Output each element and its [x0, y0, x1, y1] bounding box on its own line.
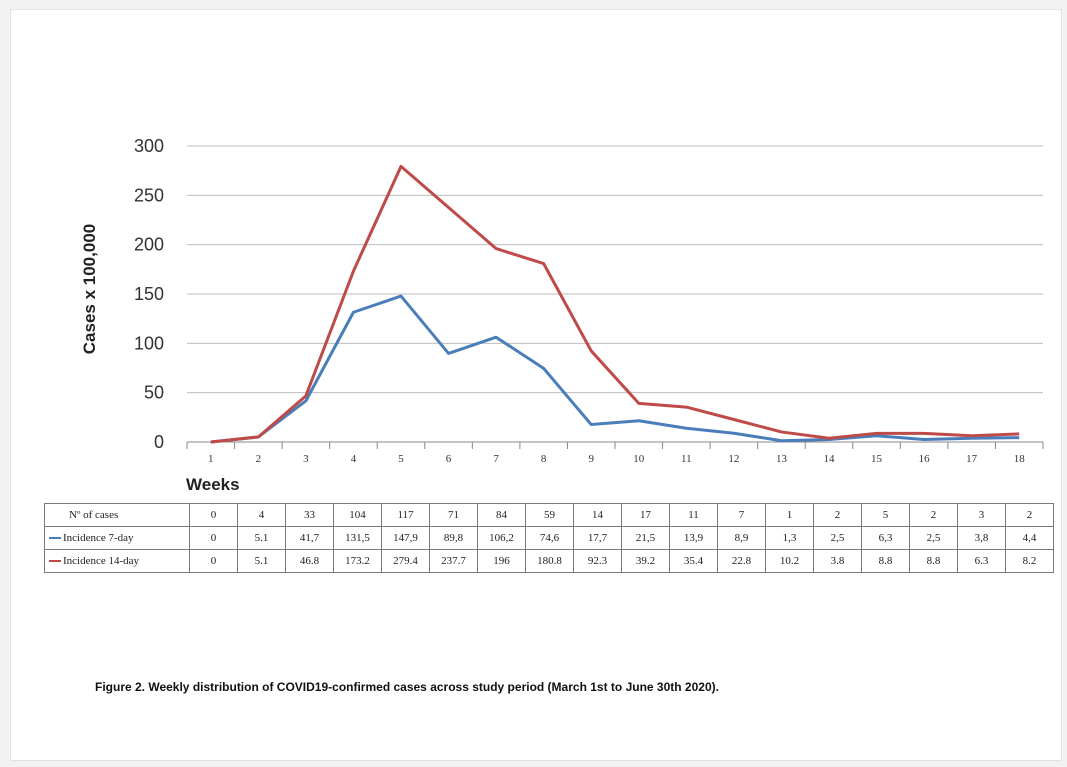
x-tick-label: 10 — [633, 453, 645, 465]
table-cell: 89,8 — [429, 526, 478, 550]
table-cell: 180.8 — [525, 549, 574, 573]
row-label-text: Incidence 14-day — [63, 555, 140, 567]
y-axis-label: Cases x 100,000 — [80, 224, 99, 354]
table-cell: 8.2 — [1005, 549, 1054, 573]
legend-swatch — [49, 537, 61, 540]
table-cell: 1,3 — [765, 526, 814, 550]
row-label: Nº of cases — [44, 503, 190, 527]
table-cell: 17 — [621, 503, 670, 527]
table-cell: 0 — [189, 526, 238, 550]
series-line-incidence-7-day — [210, 294, 1020, 444]
x-tick-label: 1 — [208, 453, 214, 465]
series-line-incidence-14-day — [210, 164, 1020, 444]
y-tick-label: 0 — [154, 432, 164, 452]
table-cell: 237.7 — [429, 549, 478, 573]
figure-caption: Figure 2. Weekly distribution of COVID19… — [95, 680, 719, 694]
table-cell: 279.4 — [381, 549, 430, 573]
y-tick-label: 50 — [144, 383, 164, 403]
table-cell: 41,7 — [285, 526, 334, 550]
table-cell: 46.8 — [285, 549, 334, 573]
row-label-text: Nº of cases — [69, 509, 119, 521]
table-cell: 39.2 — [621, 549, 670, 573]
table-cell: 196 — [477, 549, 526, 573]
y-tick-label: 100 — [134, 333, 164, 353]
table-cell: 2 — [1005, 503, 1054, 527]
table-cell: 1 — [765, 503, 814, 527]
table-cell: 6.3 — [957, 549, 1006, 573]
table-cell: 84 — [477, 503, 526, 527]
table-cell: 11 — [669, 503, 718, 527]
table-cell: 17,7 — [573, 526, 622, 550]
x-axis-label: Weeks — [186, 475, 240, 494]
table-cell: 5.1 — [237, 526, 286, 550]
x-tick-label: 5 — [398, 453, 404, 465]
table-cell: 59 — [525, 503, 574, 527]
legend-swatch — [49, 560, 61, 563]
y-tick-label: 200 — [134, 235, 164, 255]
table-cell: 0 — [189, 503, 238, 527]
table-cell: 35.4 — [669, 549, 718, 573]
table-cell: 131,5 — [333, 526, 382, 550]
table-cell: 21,5 — [621, 526, 670, 550]
x-tick-label: 3 — [303, 453, 309, 465]
table-cell: 2,5 — [813, 526, 862, 550]
table-cell: 0 — [189, 549, 238, 573]
table-cell: 71 — [429, 503, 478, 527]
table-cell: 4,4 — [1005, 526, 1054, 550]
x-tick-label: 18 — [1014, 453, 1026, 465]
table-cell: 13,9 — [669, 526, 718, 550]
table-cell: 8,9 — [717, 526, 766, 550]
x-tick-label: 8 — [541, 453, 547, 465]
table-cell: 5 — [861, 503, 910, 527]
table-cell: 8.8 — [909, 549, 958, 573]
x-tick-label: 15 — [871, 453, 883, 465]
x-tick-label: 6 — [446, 453, 452, 465]
y-tick-label: 300 — [134, 136, 164, 156]
table-cell: 106,2 — [477, 526, 526, 550]
x-tick-label: 7 — [493, 453, 499, 465]
table-cell: 4 — [237, 503, 286, 527]
data-table: Nº of cases 0 4 33 104 117 71 84 59 14 17 11 7 1 2 5 2 3 2… — [44, 503, 1054, 573]
table-cell: 14 — [573, 503, 622, 527]
table-cell: 2 — [909, 503, 958, 527]
table-row: Incidence 14-day 0 5.1 46.8 173.2 279.4 237.7 1… — [44, 549, 1054, 573]
x-tick-label: 11 — [681, 453, 692, 465]
figure-sheet — [10, 9, 1062, 761]
table-row: Incidence 7-day 0 5.1 41,7 131,5 147,9 89,8 106… — [44, 526, 1054, 550]
table-cell: 5.1 — [237, 549, 286, 573]
table-cell: 92.3 — [573, 549, 622, 573]
table-cell: 7 — [717, 503, 766, 527]
table-cell: 10.2 — [765, 549, 814, 573]
table-cell: 8.8 — [861, 549, 910, 573]
table-cell: 2 — [813, 503, 862, 527]
table-cell: 147,9 — [381, 526, 430, 550]
y-tick-label: 250 — [134, 185, 164, 205]
x-tick-label: 2 — [256, 453, 262, 465]
table-cell: 74,6 — [525, 526, 574, 550]
table-cell: 173.2 — [333, 549, 382, 573]
table-row: Nº of cases 0 4 33 104 117 71 84 59 14 17 11 7 1 2 5 2 3 2 — [44, 503, 1054, 527]
row-label: Incidence 14-day — [44, 549, 190, 573]
x-tick-label: 14 — [824, 453, 836, 465]
row-label-text: Incidence 7-day — [63, 532, 134, 544]
table-cell: 117 — [381, 503, 430, 527]
row-label: Incidence 7-day — [44, 526, 190, 550]
table-cell: 3 — [957, 503, 1006, 527]
y-tick-label: 150 — [134, 284, 164, 304]
x-tick-label: 16 — [919, 453, 931, 465]
x-tick-label: 4 — [351, 453, 357, 465]
table-cell: 104 — [333, 503, 382, 527]
table-cell: 22.8 — [717, 549, 766, 573]
x-tick-label: 12 — [728, 453, 739, 465]
table-cell: 3,8 — [957, 526, 1006, 550]
table-cell: 6,3 — [861, 526, 910, 550]
table-cell: 3.8 — [813, 549, 862, 573]
x-tick-label: 13 — [776, 453, 788, 465]
table-cell: 2,5 — [909, 526, 958, 550]
x-tick-label: 17 — [966, 453, 978, 465]
x-tick-label: 9 — [588, 453, 594, 465]
table-cell: 33 — [285, 503, 334, 527]
